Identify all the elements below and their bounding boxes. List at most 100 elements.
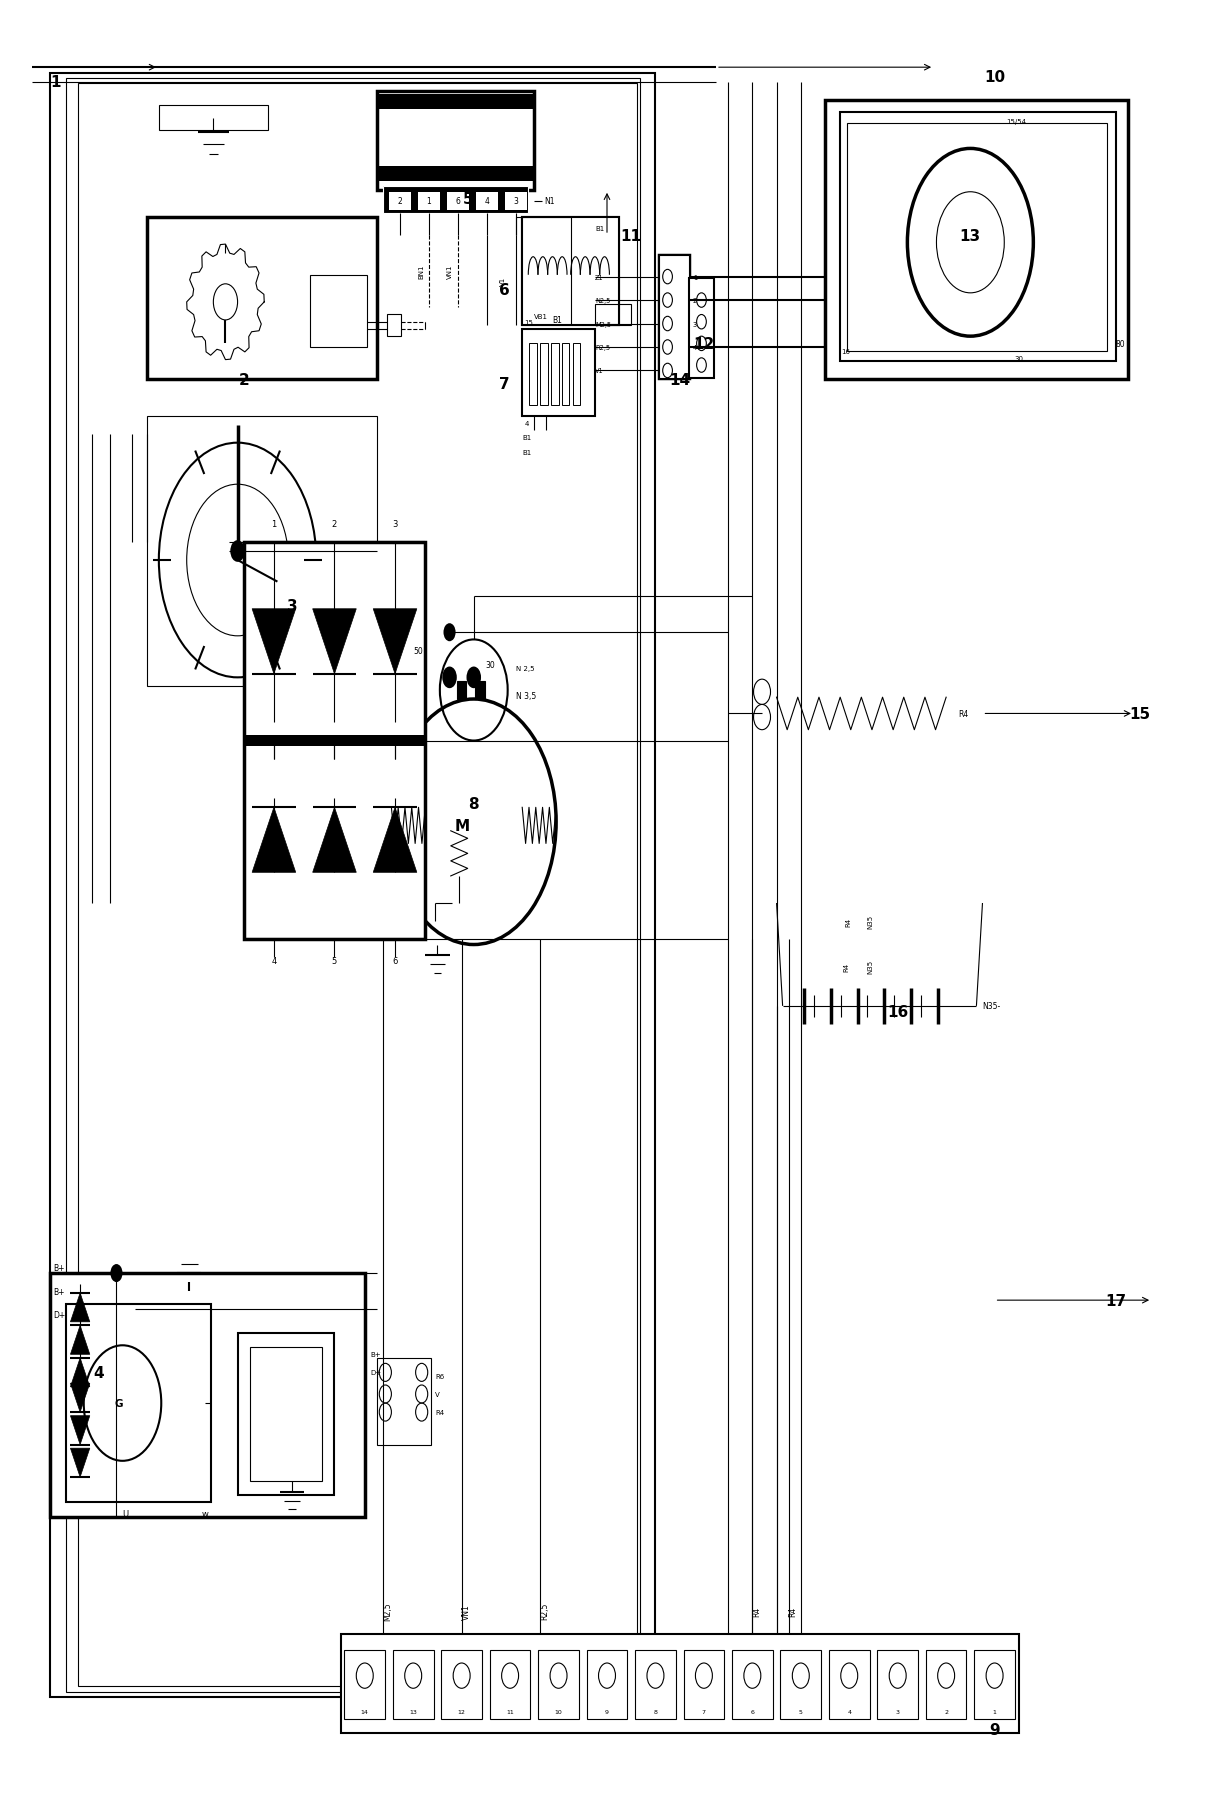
Bar: [529, 343, 537, 405]
Bar: [926, 1650, 966, 1718]
Text: N1: N1: [544, 197, 555, 206]
Text: B+: B+: [53, 1287, 66, 1296]
Bar: [376, 168, 534, 183]
Text: R2,5: R2,5: [595, 345, 609, 351]
Bar: [244, 735, 425, 746]
Text: M2,5: M2,5: [382, 1601, 392, 1621]
Text: R4: R4: [958, 710, 969, 719]
Text: 6: 6: [750, 1709, 754, 1715]
Bar: [388, 193, 410, 211]
Circle shape: [110, 1265, 123, 1283]
Bar: [659, 257, 690, 378]
Text: 1: 1: [426, 197, 431, 206]
Bar: [386, 316, 401, 336]
Bar: [551, 343, 558, 405]
Text: Z1: Z1: [595, 275, 603, 280]
Text: N 3,5: N 3,5: [516, 692, 537, 701]
Bar: [476, 193, 498, 211]
Polygon shape: [313, 609, 356, 674]
Circle shape: [231, 540, 245, 562]
Bar: [376, 1359, 431, 1446]
Polygon shape: [70, 1384, 90, 1413]
Text: 9: 9: [605, 1709, 609, 1715]
Bar: [147, 416, 376, 687]
Text: R2,5: R2,5: [540, 1603, 550, 1619]
Bar: [826, 101, 1128, 379]
Bar: [522, 219, 619, 325]
Text: 2: 2: [331, 520, 337, 529]
Bar: [562, 343, 569, 405]
Text: 4: 4: [524, 421, 529, 426]
Text: N 2,5: N 2,5: [516, 667, 534, 672]
Bar: [975, 1650, 1015, 1718]
Text: D+: D+: [370, 1370, 382, 1375]
Bar: [595, 305, 631, 325]
Text: 3: 3: [514, 197, 518, 206]
Text: N35: N35: [868, 960, 873, 974]
Text: 4: 4: [847, 1709, 851, 1715]
Text: D+: D+: [53, 1310, 66, 1319]
Bar: [376, 96, 534, 110]
Text: VN1: VN1: [461, 1603, 471, 1619]
Polygon shape: [70, 1359, 90, 1388]
Text: w: w: [202, 1509, 208, 1518]
Text: 30: 30: [486, 661, 495, 670]
Text: VN1: VN1: [447, 266, 453, 280]
Bar: [50, 1274, 364, 1516]
Text: 2: 2: [238, 372, 249, 389]
Text: V: V: [435, 1391, 439, 1397]
Text: 15: 15: [524, 320, 533, 325]
Circle shape: [443, 623, 455, 641]
Text: M2,5: M2,5: [595, 322, 611, 327]
Bar: [244, 542, 425, 940]
Bar: [250, 1348, 323, 1482]
Text: M: M: [454, 819, 470, 833]
Text: 10: 10: [985, 70, 1005, 85]
Bar: [522, 219, 619, 325]
Text: 16: 16: [887, 1005, 908, 1019]
Text: 30: 30: [1014, 356, 1023, 361]
Bar: [66, 1305, 211, 1502]
Text: 7: 7: [499, 376, 510, 392]
Polygon shape: [313, 808, 356, 873]
Bar: [159, 107, 268, 132]
Polygon shape: [373, 808, 416, 873]
Text: 1: 1: [993, 1709, 997, 1715]
Text: B+: B+: [370, 1352, 381, 1357]
Text: N35: N35: [868, 914, 873, 929]
Bar: [732, 1650, 772, 1718]
Text: 1: 1: [693, 275, 697, 280]
Text: 8: 8: [469, 797, 480, 811]
Bar: [345, 1650, 385, 1718]
Text: 14: 14: [361, 1709, 369, 1715]
Bar: [475, 681, 484, 699]
Text: B1: B1: [595, 226, 605, 231]
Bar: [382, 188, 528, 215]
Text: R4: R4: [435, 1409, 444, 1415]
Bar: [456, 681, 466, 699]
Bar: [659, 257, 690, 378]
Polygon shape: [70, 1326, 90, 1355]
Polygon shape: [373, 609, 416, 674]
Text: 7: 7: [702, 1709, 705, 1715]
Circle shape: [442, 667, 456, 688]
Text: 4: 4: [271, 956, 277, 965]
Bar: [78, 85, 637, 1686]
Text: 2: 2: [944, 1709, 948, 1715]
Text: VB1: VB1: [534, 314, 549, 320]
Text: 6: 6: [392, 956, 398, 965]
Bar: [540, 343, 548, 405]
Text: 5: 5: [463, 192, 473, 208]
Bar: [878, 1650, 918, 1718]
Text: 11: 11: [620, 228, 642, 244]
Text: B1: B1: [522, 435, 532, 441]
Bar: [393, 1650, 433, 1718]
Bar: [376, 92, 534, 192]
Bar: [238, 1334, 335, 1494]
Bar: [635, 1650, 676, 1718]
Text: V1: V1: [500, 276, 506, 286]
Bar: [147, 219, 376, 379]
Text: V1: V1: [595, 369, 603, 374]
Bar: [781, 1650, 821, 1718]
Text: R4: R4: [844, 961, 849, 970]
